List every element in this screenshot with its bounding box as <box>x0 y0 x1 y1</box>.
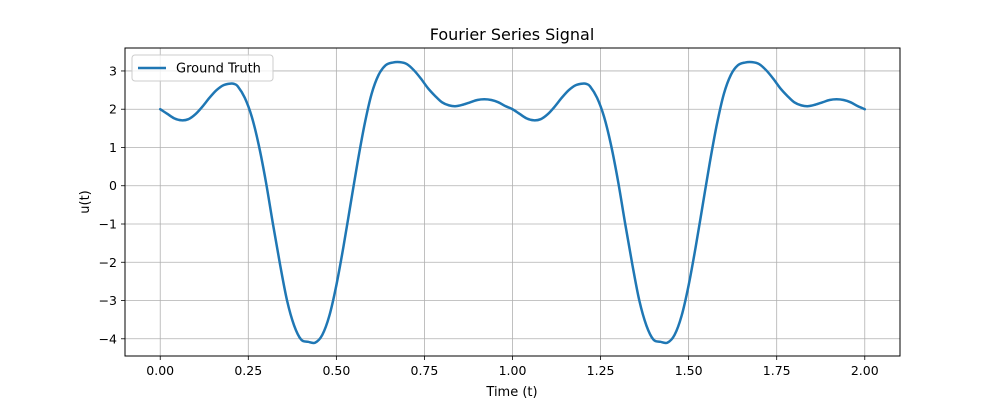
grid <box>125 48 900 356</box>
legend-label-ground-truth: Ground Truth <box>176 62 261 77</box>
y-tick-label: 1 <box>109 140 117 155</box>
x-tick-label: 1.00 <box>499 363 527 378</box>
x-tick-label: 2.00 <box>851 363 879 378</box>
x-tick-label: 0.25 <box>234 363 262 378</box>
x-axis-label: Time (t) <box>485 385 537 400</box>
chart-title: Fourier Series Signal <box>430 25 595 44</box>
x-axis: 0.00 0.25 0.50 0.75 1.00 1.25 1.50 1.75 2.00 <box>146 356 879 378</box>
plot-area <box>158 60 867 345</box>
y-tick-label: −2 <box>99 255 117 270</box>
series-line-ground-truth <box>158 60 867 345</box>
x-tick-label: 0.50 <box>322 363 350 378</box>
y-tick-label: 2 <box>109 102 117 117</box>
x-tick-label: 0.75 <box>411 363 439 378</box>
y-tick-label: −4 <box>99 331 117 346</box>
legend: Ground Truth <box>131 54 274 82</box>
y-tick-label: 3 <box>109 63 117 78</box>
y-tick-label: −3 <box>99 293 117 308</box>
y-tick-label: −1 <box>99 217 117 232</box>
x-tick-label: 0.00 <box>146 363 174 378</box>
x-tick-label: 1.25 <box>587 363 615 378</box>
y-axis-label: u(t) <box>78 190 93 213</box>
x-tick-label: 1.50 <box>675 363 703 378</box>
y-tick-label: 0 <box>109 178 117 193</box>
x-tick-label: 1.75 <box>763 363 791 378</box>
y-axis: −4 −3 −2 −1 0 1 2 3 <box>99 63 125 346</box>
legend-box <box>131 54 274 82</box>
